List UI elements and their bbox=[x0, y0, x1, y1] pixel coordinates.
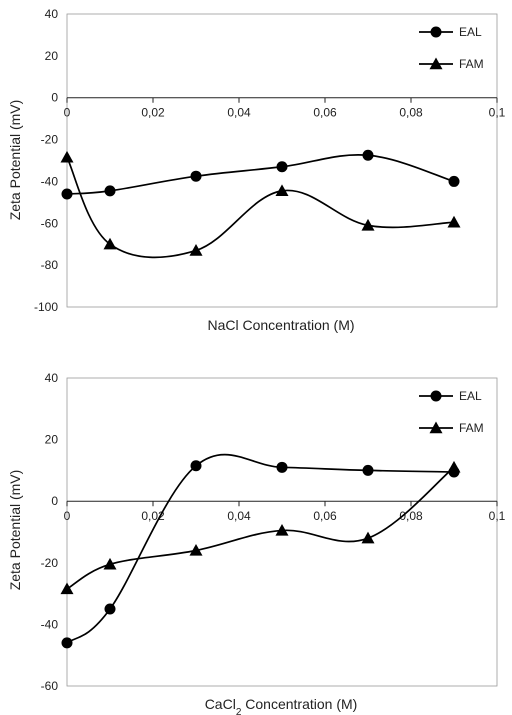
series-fam-point bbox=[275, 523, 289, 536]
legend-eal-marker bbox=[430, 390, 442, 402]
y-tick-label: -40 bbox=[41, 174, 59, 188]
series-fam-point bbox=[189, 543, 203, 556]
series-eal-point bbox=[190, 170, 202, 182]
legend-eal-marker bbox=[430, 26, 442, 38]
y-tick-label: 0 bbox=[51, 91, 58, 105]
x-tick-label: 0,04 bbox=[227, 509, 251, 523]
series-eal-point bbox=[362, 149, 374, 161]
x-tick-label: 0 bbox=[64, 106, 71, 120]
y-tick-label: 20 bbox=[45, 49, 59, 63]
chart-1-x-ticks: 0 0,02 0,04 0,06 0,08 0,1 bbox=[64, 97, 506, 120]
y-tick-label: -40 bbox=[41, 617, 59, 631]
chart-1-xlabel: NaCl Concentration (M) bbox=[207, 317, 354, 333]
series-eal-point bbox=[104, 185, 116, 197]
x-tick-label: 0 bbox=[64, 509, 71, 523]
chart-2-ylabel: Zeta Potential (mV) bbox=[7, 470, 23, 591]
x-tick-label: 0,08 bbox=[399, 106, 423, 120]
series-fam-point bbox=[361, 531, 375, 544]
series-eal-point bbox=[190, 460, 202, 472]
x-tick-label: 0,02 bbox=[141, 106, 165, 120]
legend-fam-marker bbox=[429, 57, 443, 70]
series-fam-point bbox=[60, 582, 74, 595]
x-tick-label: 0,06 bbox=[313, 509, 337, 523]
x-tick-label: 0,1 bbox=[489, 509, 506, 523]
chart-1-plot-area bbox=[66, 13, 498, 308]
legend-fam-label: FAM bbox=[459, 57, 484, 71]
xlabel-rest: Concentration (M) bbox=[241, 696, 357, 712]
chart-2-plot-area bbox=[66, 377, 498, 687]
y-tick-label: -20 bbox=[41, 556, 59, 570]
xlabel-main: CaCl bbox=[205, 696, 236, 712]
series-eal-point bbox=[61, 637, 73, 649]
chart-1-ylabel: Zeta Potential (mV) bbox=[7, 100, 23, 221]
series-fam-point bbox=[447, 460, 461, 473]
y-tick-label: -60 bbox=[41, 679, 59, 693]
y-tick-label: 0 bbox=[51, 494, 58, 508]
y-tick-label: -100 bbox=[34, 300, 58, 314]
chart-2-y-ticks: 40 20 0 -20 -40 -60 bbox=[41, 371, 59, 693]
legend-fam-label: FAM bbox=[459, 421, 484, 435]
chart-1-y-ticks: 40 20 0 -20 -40 -60 -80 -100 bbox=[34, 7, 58, 314]
chart-1-series bbox=[60, 149, 461, 259]
y-tick-label: -60 bbox=[41, 216, 59, 230]
series-eal-point bbox=[61, 188, 73, 200]
series-fam-point bbox=[103, 557, 117, 570]
xlabel-subscript: 2 bbox=[236, 707, 242, 715]
chart-2-x-ticks: 0 0,02 0,04 0,06 0,08 0,1 bbox=[64, 501, 506, 523]
legend-eal-label: EAL bbox=[459, 25, 482, 39]
series-eal-line bbox=[66, 453, 455, 644]
x-tick-label: 0,04 bbox=[227, 106, 251, 120]
y-tick-label: 40 bbox=[45, 7, 59, 21]
x-tick-label: 0,02 bbox=[141, 509, 165, 523]
series-fam-point bbox=[361, 218, 375, 231]
series-eal-point bbox=[362, 464, 374, 476]
y-tick-label: 20 bbox=[45, 433, 59, 447]
y-tick-label: 40 bbox=[45, 371, 59, 385]
series-eal-point bbox=[276, 461, 288, 473]
chart-2-xlabel: CaCl2 Concentration (M) bbox=[205, 696, 358, 715]
series-fam-point bbox=[189, 243, 203, 256]
series-eal-point bbox=[104, 603, 116, 615]
series-fam-point bbox=[103, 237, 117, 250]
series-eal-line bbox=[66, 153, 455, 195]
series-eal-point bbox=[276, 161, 288, 173]
series-fam-point bbox=[447, 215, 461, 228]
chart-1-legend: EAL FAM bbox=[419, 25, 484, 71]
series-fam-point bbox=[275, 184, 289, 197]
legend-fam-marker bbox=[429, 421, 443, 434]
y-tick-label: -20 bbox=[41, 133, 59, 147]
legend-eal-label: EAL bbox=[459, 389, 482, 403]
series-fam-line bbox=[66, 466, 455, 590]
chart-2-series bbox=[60, 453, 461, 649]
series-fam-point bbox=[60, 150, 74, 163]
series-fam-line bbox=[66, 156, 455, 259]
x-tick-label: 0,06 bbox=[313, 106, 337, 120]
x-tick-label: 0,1 bbox=[489, 106, 506, 120]
chart-2-legend: EAL FAM bbox=[419, 389, 484, 435]
y-tick-label: -80 bbox=[41, 258, 59, 272]
series-eal-point bbox=[448, 175, 460, 187]
